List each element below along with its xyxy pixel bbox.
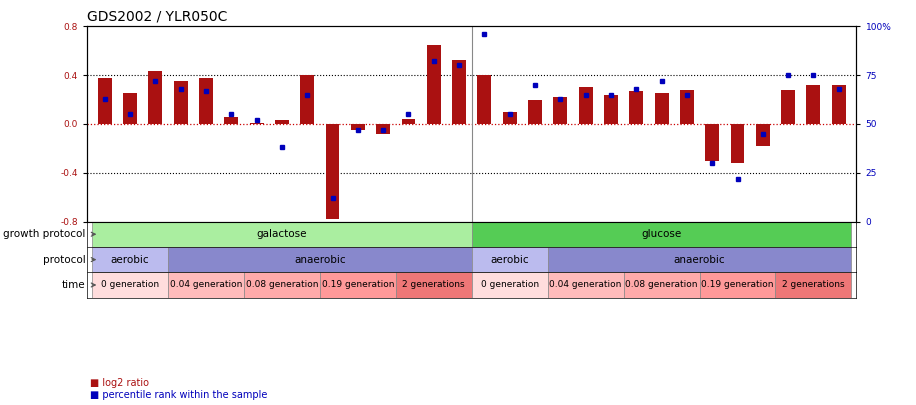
- Bar: [224, 117, 238, 124]
- Text: growth protocol: growth protocol: [3, 229, 85, 239]
- Text: 0.04 generation: 0.04 generation: [550, 281, 622, 290]
- Bar: [93, 272, 168, 298]
- Text: aerobic: aerobic: [490, 255, 529, 264]
- Bar: [832, 85, 845, 124]
- Text: glucose: glucose: [641, 229, 682, 239]
- Bar: [503, 112, 517, 124]
- Text: ■ percentile rank within the sample: ■ percentile rank within the sample: [90, 390, 267, 400]
- Text: anaerobic: anaerobic: [674, 255, 725, 264]
- Text: 0.08 generation: 0.08 generation: [245, 281, 318, 290]
- Text: 0.19 generation: 0.19 generation: [702, 281, 774, 290]
- Text: 0.08 generation: 0.08 generation: [626, 281, 698, 290]
- Bar: [93, 247, 168, 272]
- Text: 2 generations: 2 generations: [782, 281, 845, 290]
- Bar: [351, 124, 365, 130]
- Bar: [427, 45, 441, 124]
- Bar: [168, 247, 472, 272]
- Bar: [396, 272, 472, 298]
- Bar: [700, 272, 776, 298]
- Bar: [244, 272, 320, 298]
- Bar: [275, 120, 289, 124]
- Text: galactose: galactose: [256, 229, 307, 239]
- Text: ■ log2 ratio: ■ log2 ratio: [90, 378, 148, 388]
- Bar: [756, 124, 769, 146]
- Bar: [655, 94, 669, 124]
- Bar: [781, 90, 795, 124]
- Bar: [528, 100, 542, 124]
- Text: 0 generation: 0 generation: [101, 281, 159, 290]
- Bar: [148, 71, 162, 124]
- Bar: [680, 90, 693, 124]
- Text: 2 generations: 2 generations: [402, 281, 465, 290]
- Bar: [579, 87, 593, 124]
- Bar: [300, 75, 314, 124]
- Bar: [472, 247, 548, 272]
- Text: time: time: [62, 280, 85, 290]
- Bar: [472, 272, 548, 298]
- Bar: [553, 97, 567, 124]
- Text: 0.19 generation: 0.19 generation: [322, 281, 394, 290]
- Bar: [477, 75, 491, 124]
- Text: GDS2002 / YLR050C: GDS2002 / YLR050C: [87, 10, 227, 24]
- Bar: [93, 222, 472, 247]
- Bar: [325, 124, 340, 219]
- Bar: [401, 119, 416, 124]
- Bar: [320, 272, 396, 298]
- Text: protocol: protocol: [43, 255, 85, 264]
- Bar: [168, 272, 244, 298]
- Bar: [731, 124, 745, 163]
- Bar: [98, 78, 112, 124]
- Bar: [705, 124, 719, 160]
- Bar: [548, 247, 851, 272]
- Text: anaerobic: anaerobic: [294, 255, 345, 264]
- Bar: [199, 78, 213, 124]
- Bar: [548, 272, 624, 298]
- Bar: [453, 60, 466, 124]
- Bar: [604, 95, 618, 124]
- Text: 0 generation: 0 generation: [481, 281, 539, 290]
- Bar: [629, 91, 643, 124]
- Bar: [806, 85, 821, 124]
- Bar: [376, 124, 390, 134]
- Bar: [250, 123, 264, 124]
- Bar: [123, 94, 137, 124]
- Text: 0.04 generation: 0.04 generation: [169, 281, 242, 290]
- Text: aerobic: aerobic: [111, 255, 149, 264]
- Bar: [472, 222, 851, 247]
- Bar: [624, 272, 700, 298]
- Bar: [174, 81, 188, 124]
- Bar: [776, 272, 851, 298]
